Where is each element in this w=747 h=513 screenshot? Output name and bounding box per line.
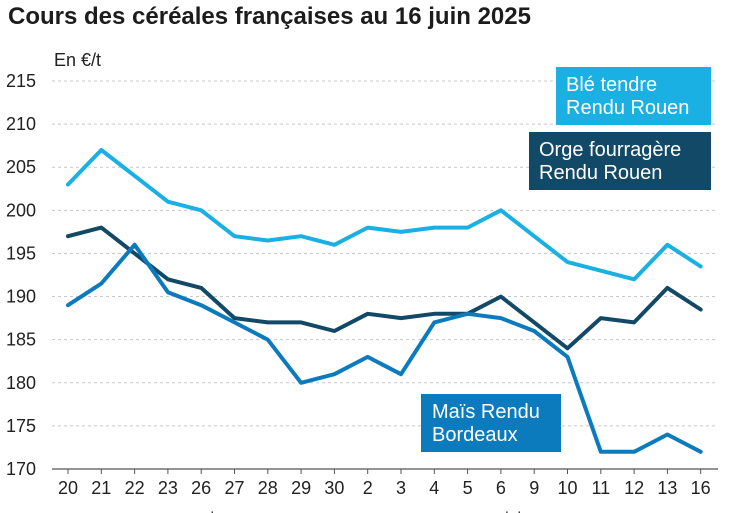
legend-box-3 [421,394,561,452]
x-tick-label: 16 [691,478,711,498]
x-tick-label: 28 [258,478,278,498]
y-tick-label: 190 [6,287,36,307]
x-tick-label: 29 [291,478,311,498]
month-label: mai [188,510,214,513]
legend-label: Bordeaux [432,424,518,446]
legend-label: Rendu Rouen [566,97,689,119]
y-tick-label: 215 [6,71,36,91]
legend-label: Blé tendre [566,74,657,96]
y-tick-label: 195 [6,243,36,263]
x-tick-label: 3 [396,478,406,498]
series-line-2 [66,225,703,351]
series-line-3 [66,242,703,454]
x-tick-label: 6 [496,478,506,498]
legend-label: Orge fourragère [539,139,681,161]
chart-title: Cours des céréales françaises au 16 juin… [8,3,531,30]
month-label: juin [504,510,530,513]
x-tick-label: 21 [91,478,111,498]
x-tick-label: 12 [624,478,644,498]
y-tick-label: 180 [6,373,36,393]
x-tick-label: 30 [324,478,344,498]
series-layer [66,148,703,454]
legend-label: Rendu Rouen [539,162,662,184]
x-tick-label: 26 [191,478,211,498]
x-tick-label: 10 [557,478,577,498]
x-tick-label: 27 [224,478,244,498]
x-tick-label: 13 [657,478,677,498]
x-tick-label: 20 [58,478,78,498]
series-line-1 [66,148,703,282]
x-tick-label: 23 [158,478,178,498]
legend-box-1 [556,67,711,125]
x-tick-label: 11 [591,478,610,498]
y-tick-label: 170 [6,459,36,479]
y-tick-label: 205 [6,157,36,177]
y-tick-label: 185 [6,330,36,350]
x-tick-label: 9 [529,478,539,498]
legend-box-2 [529,132,711,190]
y-tick-label: 175 [6,416,36,436]
y-tick-label: 210 [6,114,36,134]
legend-label: Maïs Rendu [432,401,540,423]
x-tick-label: 4 [429,478,439,498]
y-axis-unit: En €/t [54,50,101,70]
y-tick-label: 200 [6,200,36,220]
x-tick-label: 22 [125,478,145,498]
x-tick-label: 2 [363,478,373,498]
x-tick-label: 5 [463,478,473,498]
